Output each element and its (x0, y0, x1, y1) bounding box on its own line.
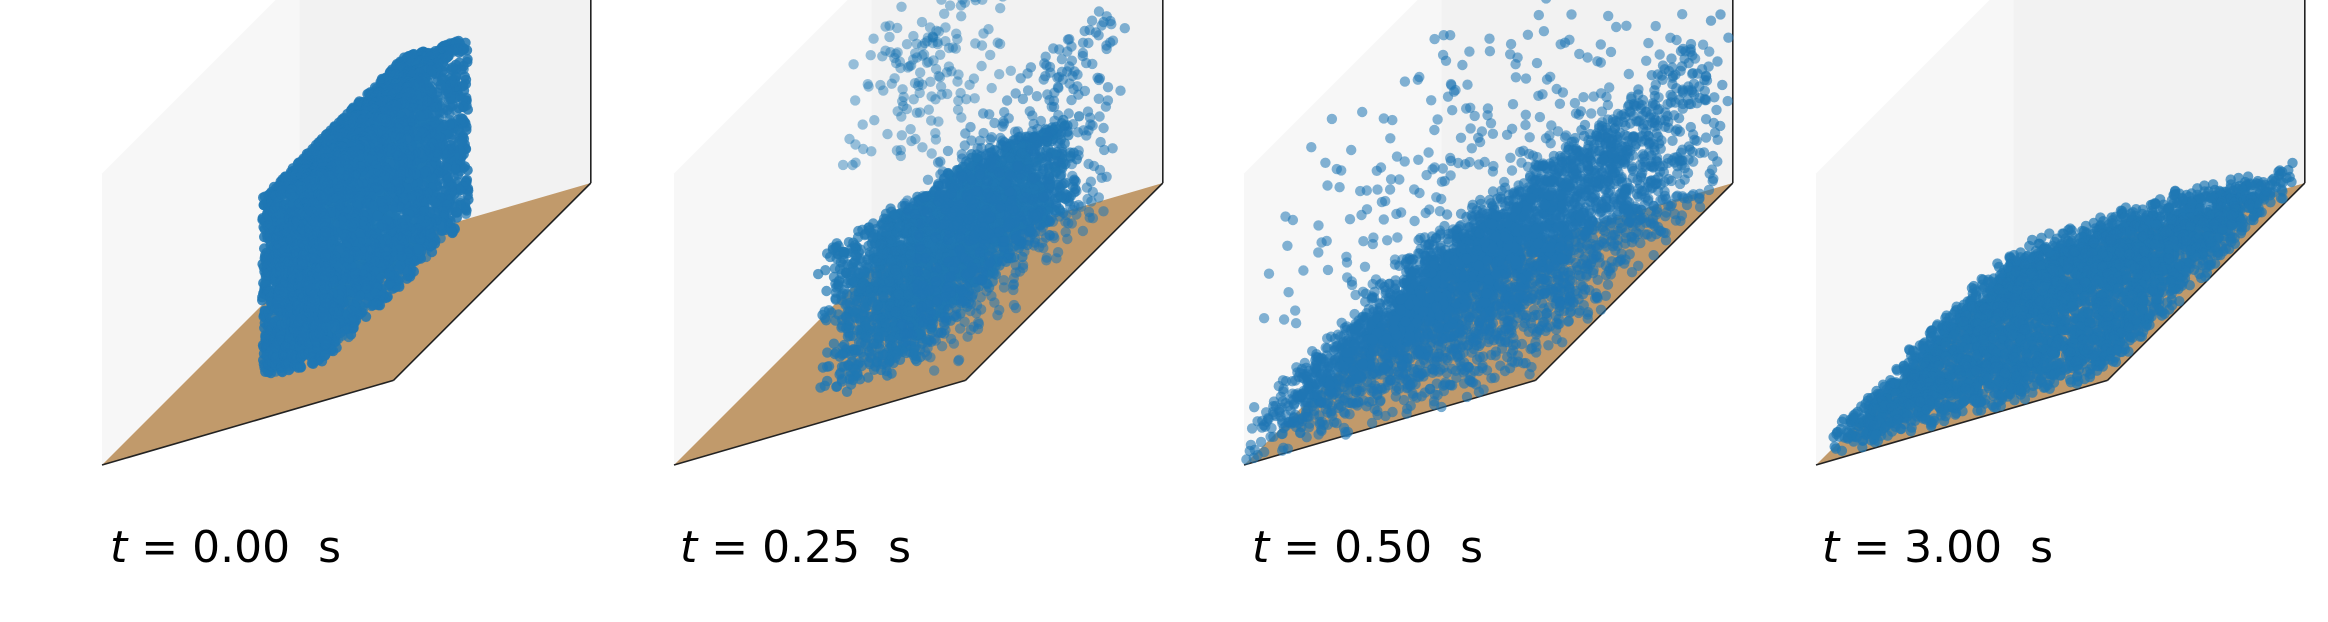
left-wall-pane (102, 0, 300, 465)
particle-cloud (257, 35, 474, 379)
particle (295, 362, 306, 373)
particle (381, 116, 392, 128)
floor-front-edge (101, 379, 394, 466)
floor-right-edge (392, 182, 592, 381)
particle (372, 210, 383, 221)
panel-t-0.00: t = 0.00 s (101, 0, 592, 573)
particle (384, 270, 395, 281)
